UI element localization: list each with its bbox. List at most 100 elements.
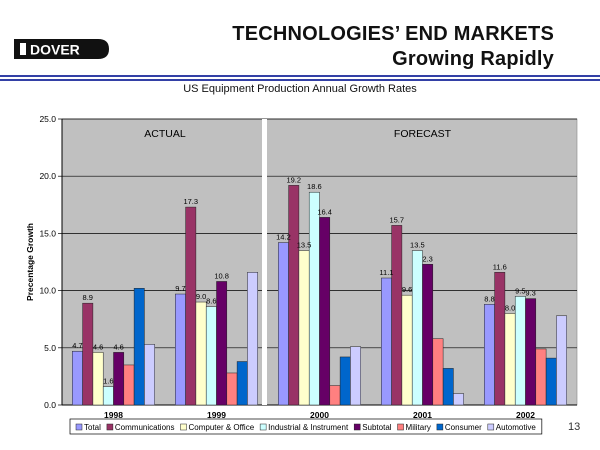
- bar: [422, 264, 434, 406]
- section-label-actual: ACTUAL: [144, 128, 186, 140]
- data-label: 15.7: [389, 215, 404, 224]
- data-label: 1.6: [103, 377, 113, 386]
- data-label: 17.3: [183, 197, 198, 206]
- bar: [391, 225, 403, 406]
- bar: [123, 364, 135, 406]
- bar: [133, 288, 145, 406]
- bar: [308, 191, 320, 406]
- bar: [319, 217, 331, 406]
- bar: [205, 306, 217, 406]
- bar: [185, 206, 197, 406]
- legend-swatch: [180, 423, 187, 431]
- data-label: 11.6: [493, 262, 507, 271]
- data-label: 19.2: [286, 175, 301, 184]
- bar: [525, 298, 537, 406]
- header-rule-bottom: [0, 79, 600, 81]
- data-label: 14.2: [276, 233, 291, 242]
- bar: [556, 315, 567, 406]
- dover-logo: DOVER: [14, 39, 109, 59]
- bar: [278, 242, 289, 406]
- bar: [216, 281, 228, 406]
- legend-item: Industrial & Instrument: [268, 423, 349, 432]
- bar: [411, 250, 423, 406]
- y-tick-label: 5.0: [44, 343, 56, 353]
- bar: [329, 385, 341, 406]
- legend-swatch: [397, 423, 404, 431]
- title-line1: TECHNOLOGIES’ END MARKETS: [232, 23, 554, 45]
- legend-item: Automotive: [496, 423, 537, 432]
- legend-swatch: [353, 423, 361, 431]
- bar: [484, 304, 495, 406]
- bar: [442, 368, 454, 406]
- y-tick-label: 10.0: [39, 286, 56, 296]
- data-label: 9.0: [196, 292, 206, 301]
- data-label: 10.8: [214, 271, 229, 280]
- bar: [92, 352, 104, 406]
- bar: [350, 346, 361, 406]
- x-tick-label: 2002: [516, 410, 535, 420]
- bar: [298, 250, 310, 406]
- bar: [226, 372, 238, 406]
- data-label: 4.6: [93, 342, 103, 351]
- y-tick-label: 25.0: [39, 114, 56, 124]
- data-label: 8.0: [505, 303, 515, 312]
- x-tick-label: 1998: [104, 410, 123, 420]
- bar: [504, 313, 516, 406]
- logo-text: DOVER: [30, 42, 80, 58]
- legend-swatch: [259, 423, 267, 431]
- bar: [401, 294, 413, 406]
- x-tick-label: 2001: [413, 410, 432, 420]
- data-label: 18.6: [307, 182, 322, 191]
- bar: [72, 350, 83, 406]
- legend-swatch: [106, 423, 114, 431]
- x-tick-label: 2000: [310, 410, 329, 420]
- legend-swatch: [75, 423, 83, 431]
- legend-item: Military: [406, 423, 431, 432]
- legend-swatch: [487, 423, 495, 431]
- data-label: 16.4: [317, 207, 332, 216]
- legend-item: Computer & Office: [188, 423, 254, 432]
- section-label-forecast: FORECAST: [394, 128, 452, 140]
- chart-subtitle: US Equipment Production Annual Growth Ra…: [183, 83, 417, 95]
- data-label: 4.6: [113, 342, 123, 351]
- data-label: 4.7: [72, 341, 82, 350]
- data-label: 9.7: [175, 284, 185, 293]
- page-number: 13: [568, 421, 581, 433]
- section-separator: [262, 119, 267, 405]
- legend-item: Total: [84, 423, 101, 432]
- data-label: 11.1: [379, 268, 393, 277]
- x-tick-label: 1999: [207, 410, 226, 420]
- data-label: 9.5: [515, 286, 525, 295]
- legend-item: Communications: [115, 423, 175, 432]
- legend-item: Consumer: [445, 423, 482, 432]
- bar: [113, 352, 125, 406]
- bar: [175, 293, 186, 406]
- bar: [247, 272, 258, 406]
- slide-title: TECHNOLOGIES’ END MARKETS Growing Rapidl…: [232, 22, 554, 72]
- y-tick-label: 20.0: [39, 171, 56, 181]
- legend-item: Subtotal: [362, 423, 392, 432]
- data-label: 13.5: [297, 241, 312, 250]
- bar: [432, 338, 444, 406]
- data-label: 8.6: [206, 297, 216, 306]
- data-label: 9.6: [402, 285, 412, 294]
- y-tick-label: 15.0: [39, 228, 56, 238]
- bar: [494, 272, 506, 406]
- data-label: 8.8: [484, 294, 494, 303]
- y-axis-title: Precentage Growth: [25, 223, 35, 301]
- bar: [535, 348, 547, 406]
- bar: [381, 277, 392, 406]
- y-tick-label: 0.0: [44, 400, 56, 410]
- bar: [236, 361, 248, 406]
- bar: [545, 357, 557, 406]
- bar: [195, 301, 207, 406]
- bar: [453, 393, 464, 406]
- bar: [514, 296, 526, 406]
- bar: [144, 344, 155, 406]
- legend: Total Communications Computer & Office Indu…: [69, 418, 543, 435]
- title-line2: Growing Rapidly: [392, 48, 554, 70]
- legend-box: [69, 418, 543, 435]
- bar: [82, 302, 94, 406]
- bar: [288, 185, 300, 406]
